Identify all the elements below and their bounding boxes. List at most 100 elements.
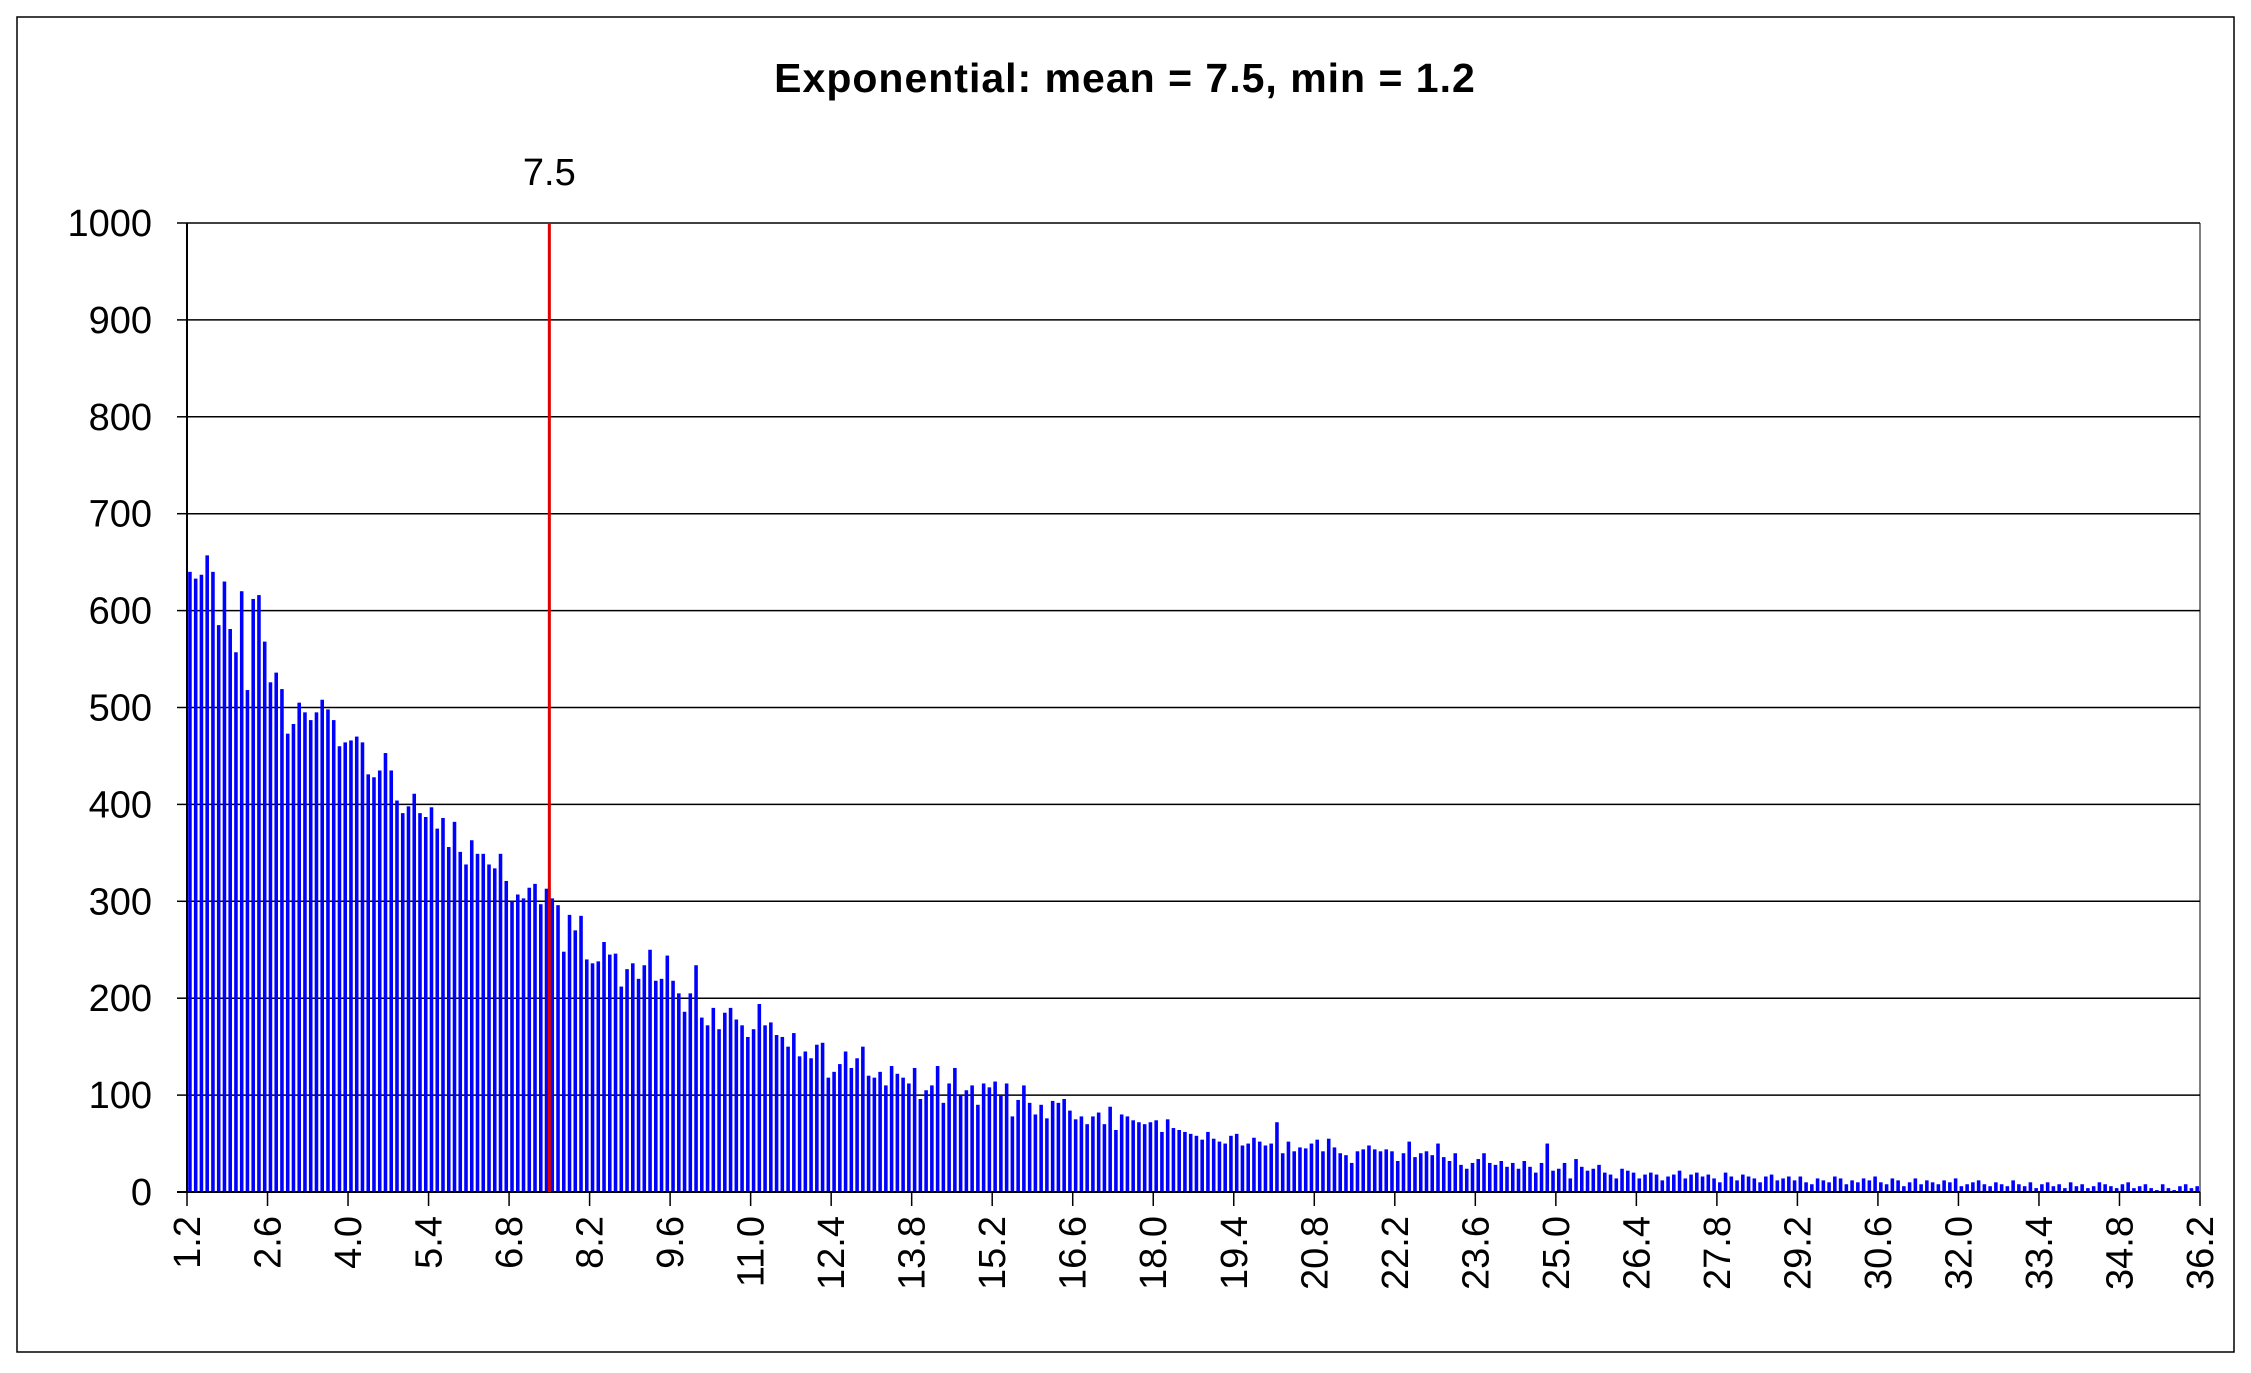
histogram-bar: [2040, 1184, 2044, 1192]
histogram-bar: [567, 914, 572, 1192]
x-tick-label: 22.2: [1375, 1216, 1417, 1290]
histogram-bar: [1764, 1176, 1768, 1192]
histogram-bar: [280, 689, 284, 1192]
x-tick-label: 19.4: [1214, 1216, 1256, 1290]
histogram-bar: [1384, 1149, 1389, 1192]
histogram-bar: [193, 578, 198, 1192]
histogram-bar: [2183, 1184, 2188, 1192]
histogram-bar: [538, 904, 543, 1192]
histogram-bar: [1200, 1139, 1204, 1192]
histogram-bar: [429, 807, 434, 1192]
x-tick-label: 30.6: [1858, 1216, 1900, 1290]
histogram-bar: [665, 955, 670, 1192]
histogram-bar: [251, 598, 255, 1192]
histogram-bar: [1568, 1178, 1573, 1192]
histogram-bar: [1712, 1178, 1716, 1192]
histogram-bar: [579, 915, 583, 1192]
histogram-bar: [1096, 1112, 1101, 1192]
histogram-bar: [1062, 1098, 1066, 1192]
x-tick-label: 9.6: [650, 1216, 692, 1269]
histogram-bar: [918, 1098, 923, 1192]
histogram-bar: [1683, 1178, 1688, 1192]
histogram-bar: [234, 652, 238, 1192]
histogram-bar: [1850, 1180, 1854, 1192]
histogram-bar: [930, 1085, 934, 1192]
histogram-bar: [395, 800, 399, 1192]
histogram-bar: [1039, 1104, 1043, 1192]
histogram-bar: [1844, 1184, 1849, 1192]
histogram-bar: [423, 816, 428, 1192]
histogram-bar: [1925, 1180, 1929, 1192]
histogram-bar: [1108, 1106, 1112, 1192]
histogram-bar: [1280, 1153, 1285, 1192]
histogram-bar: [1131, 1120, 1135, 1192]
histogram-bar: [677, 993, 681, 1192]
histogram-bar: [1965, 1184, 1969, 1192]
histogram-bar: [1752, 1178, 1757, 1192]
histogram-bar: [1482, 1153, 1486, 1192]
histogram-bar: [1447, 1160, 1452, 1192]
histogram-bar: [573, 930, 578, 1192]
y-tick-label: 1000: [67, 203, 152, 245]
histogram-bar: [377, 770, 382, 1192]
histogram-bar: [1815, 1178, 1820, 1192]
x-tick-label: 4.0: [328, 1216, 370, 1269]
histogram-bar: [331, 720, 336, 1192]
x-tick-label: 26.4: [1616, 1216, 1658, 1290]
histogram-bar: [2103, 1184, 2107, 1192]
histogram-bar: [1418, 1153, 1423, 1192]
x-tick-label: 33.4: [2019, 1216, 2061, 1290]
histogram-bar: [987, 1087, 992, 1192]
histogram-bar: [1729, 1176, 1734, 1192]
histogram-bar: [1275, 1122, 1279, 1192]
histogram-bar: [211, 571, 215, 1192]
histogram-bar: [257, 595, 261, 1192]
histogram-bar: [561, 951, 566, 1192]
histogram-bar: [1257, 1141, 1262, 1192]
histogram-bar: [1746, 1176, 1751, 1192]
x-tick-label: 6.8: [489, 1216, 531, 1269]
histogram-bar: [935, 1066, 940, 1192]
histogram-bar: [1856, 1182, 1860, 1192]
histogram-bar: [1211, 1138, 1216, 1192]
histogram-bar: [1321, 1151, 1325, 1192]
histogram-bar: [2114, 1188, 2119, 1192]
histogram-bar: [1332, 1147, 1337, 1192]
histogram-bar: [613, 953, 618, 1192]
histogram-bar: [1626, 1170, 1630, 1192]
histogram-bar: [1395, 1160, 1400, 1192]
bars: [188, 555, 2199, 1192]
histogram-bar: [1902, 1186, 1906, 1192]
histogram-bar: [907, 1083, 911, 1192]
histogram-bar: [1344, 1155, 1348, 1192]
histogram-bar: [1579, 1166, 1584, 1192]
histogram-bar: [1505, 1166, 1509, 1192]
y-tick-label: 300: [89, 881, 152, 923]
histogram-bar: [1562, 1162, 1567, 1192]
histogram-bar: [2022, 1186, 2027, 1192]
histogram-bar: [1476, 1159, 1481, 1192]
histogram-bar: [1229, 1135, 1233, 1192]
histogram-bar: [2011, 1180, 2015, 1192]
histogram-bar: [1137, 1122, 1141, 1192]
histogram-bar: [1027, 1102, 1032, 1192]
histogram-bar: [1326, 1138, 1331, 1192]
histogram-bar: [1861, 1178, 1866, 1192]
histogram-bar: [924, 1090, 928, 1192]
histogram-bar: [504, 880, 509, 1192]
histogram-bar: [838, 1064, 842, 1192]
histogram-bar: [1643, 1174, 1647, 1192]
histogram-bar: [1165, 1119, 1170, 1192]
histogram-bar: [619, 986, 624, 1192]
x-axis-labels: 1.2 2.6 4.0 5.4 6.8 8.2 9.6 11.0 12.4 13.8 15.2 16.…: [167, 1216, 2222, 1290]
histogram-bar: [711, 1007, 716, 1192]
histogram-bar: [625, 969, 629, 1192]
histogram-bar: [1068, 1110, 1072, 1192]
histogram-bar: [1148, 1122, 1153, 1192]
histogram-bar: [2034, 1188, 2038, 1192]
y-tick-label: 900: [89, 300, 152, 342]
histogram-bar: [2068, 1182, 2073, 1192]
histogram-bar: [326, 709, 330, 1192]
histogram-bar: [1464, 1168, 1469, 1192]
histogram-bar: [1654, 1174, 1659, 1192]
